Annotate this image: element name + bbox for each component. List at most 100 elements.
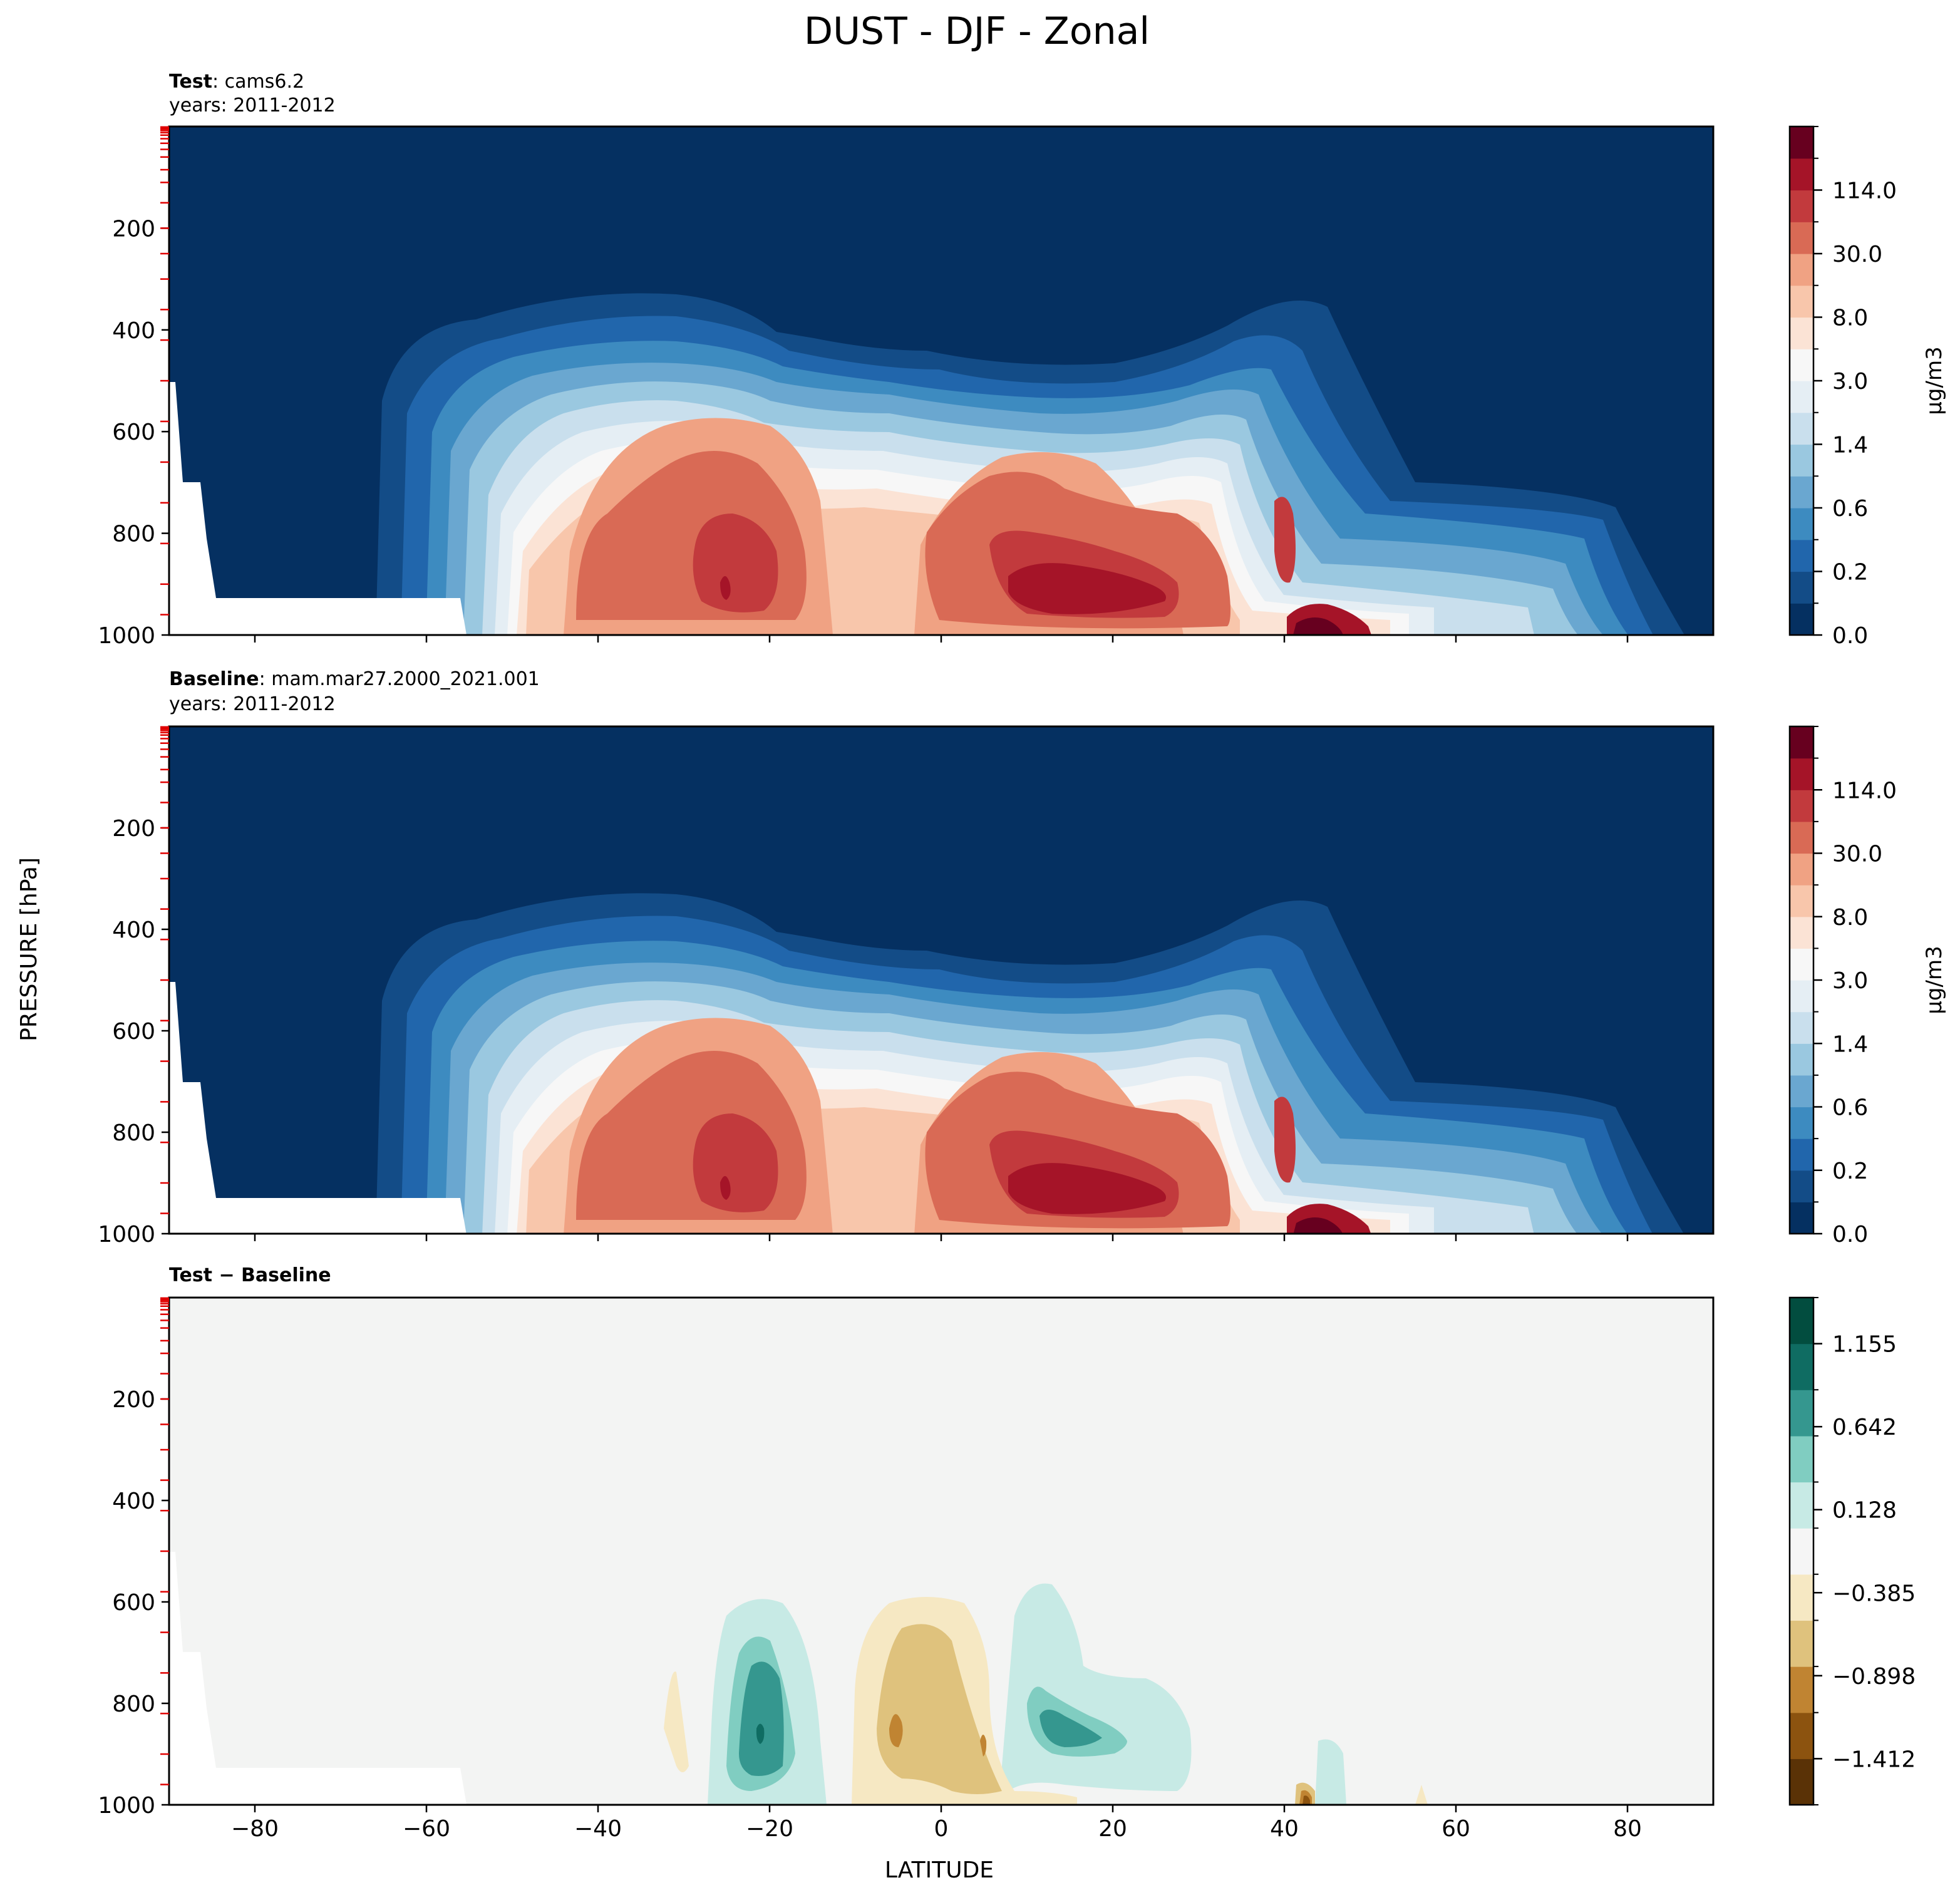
- colorbar-tick-label: 0.642: [1832, 1415, 1897, 1440]
- colorbar-tick-label: 0.0: [1832, 623, 1868, 649]
- colorbar-tick-label: 3.0: [1832, 968, 1868, 994]
- x-tick-label: 80: [1613, 1816, 1642, 1842]
- colorbar-segment: [1790, 317, 1813, 349]
- colorbar-segment: [1790, 948, 1813, 981]
- colorbar-tick-label: 0.6: [1832, 496, 1868, 522]
- diff-band-neg-2: [877, 1624, 1315, 1805]
- colorbar-segment: [1790, 916, 1813, 949]
- colorbar-segment: [1790, 476, 1813, 509]
- colorbar-tick-label: −0.385: [1832, 1581, 1916, 1606]
- colorbar-segment: [1790, 1343, 1813, 1390]
- colorbar-segment: [1790, 1390, 1813, 1437]
- colorbar-segment: [1790, 603, 1813, 636]
- y-tick-label: 200: [112, 216, 155, 242]
- x-tick-label: 60: [1442, 1816, 1470, 1842]
- x-tick-label: −20: [746, 1816, 793, 1842]
- panel-baseline-subtitle: years: 2011-2012: [169, 693, 336, 715]
- panel-test-axes: 200 400 600 800 1000: [98, 126, 1629, 649]
- topography-mask: [169, 982, 467, 1234]
- figure-title: DUST - DJF - Zonal: [804, 9, 1150, 53]
- colorbar-segment: [1790, 158, 1813, 191]
- y-tick-label: 200: [112, 1387, 155, 1413]
- panel-diff-contours: [169, 1298, 1713, 1805]
- y-tick-label: 400: [112, 917, 155, 943]
- panel-baseline-contours: [169, 726, 1713, 1234]
- shared-ylabel: PRESSURE [hPa]: [16, 857, 42, 1041]
- diff-band-pos-3: [739, 1661, 1102, 1776]
- colorbar-segment: [1790, 1170, 1813, 1202]
- colorbar-segment: [1790, 726, 1813, 759]
- x-tick-label: −40: [574, 1816, 622, 1842]
- y-tick-label: 600: [112, 420, 155, 445]
- colorbar-segment: [1790, 1138, 1813, 1171]
- panel-test-title-rest: : cams6.2: [212, 71, 304, 93]
- colorbar-segment: [1790, 381, 1813, 413]
- diff-band-pos-1: [708, 1583, 1346, 1805]
- y-tick-label: 1000: [98, 623, 155, 649]
- panel-test-title: Test: cams6.2: [169, 71, 304, 93]
- colorbar-segment: [1790, 412, 1813, 445]
- colorbar-tick-label: 3.0: [1832, 369, 1868, 395]
- colorbar-segment: [1790, 1202, 1813, 1234]
- colorbar-segment: [1790, 1043, 1813, 1076]
- x-tick-label: 40: [1270, 1816, 1299, 1842]
- y-tick-label: 800: [112, 1120, 155, 1146]
- colorbar-tick-label: 0.0: [1832, 1222, 1868, 1247]
- x-tick-label: 20: [1098, 1816, 1127, 1842]
- panel-diff-title: Test − Baseline: [169, 1264, 331, 1286]
- x-tick-label: 0: [934, 1816, 949, 1842]
- colorbar-tick-label: 1.4: [1832, 1031, 1868, 1057]
- topography-mask: [169, 382, 467, 635]
- diff-band-neg-1: [664, 1597, 1428, 1805]
- y-tick-label: 600: [112, 1590, 155, 1616]
- colorbar-segment: [1790, 1574, 1813, 1621]
- colorbar-segment: [1790, 444, 1813, 477]
- y-tick-label: 200: [112, 816, 155, 842]
- x-tick-label: −60: [403, 1816, 450, 1842]
- diff-band-neg-4: [1302, 1795, 1310, 1805]
- y-tick-label: 800: [112, 522, 155, 547]
- colorbar-segment: [1790, 539, 1813, 572]
- colorbar-segment: [1790, 758, 1813, 790]
- colorbar-segment: [1790, 508, 1813, 540]
- colorbar-tick-label: 30.0: [1832, 842, 1882, 867]
- colorbar-segment: [1790, 349, 1813, 381]
- colorbar-tick-label: 0.2: [1832, 560, 1868, 586]
- colorbar-tick-label: 0.128: [1832, 1498, 1897, 1524]
- colorbar-segment: [1790, 1620, 1813, 1667]
- panel-baseline-title-bold: Baseline: [169, 668, 259, 690]
- y-tick-label: 400: [112, 1489, 155, 1514]
- colorbar-baseline-label: μg/m3: [1922, 946, 1947, 1014]
- contour-band-114-0: [720, 563, 1371, 635]
- colorbar-segment: [1790, 1011, 1813, 1044]
- colorbar-segment: [1790, 222, 1813, 254]
- y-tick-label: 800: [112, 1691, 155, 1717]
- colorbars: 0.0 0.2 0.6 1.4 3.0 8.0 30.0 114.0 0.0 0.2 0.6 1.4 3…: [1788, 125, 1916, 1806]
- panel-diff: Test − Baseline −80 −60 −40 −20 0 20 40 60 80 200…: [98, 1264, 1715, 1842]
- colorbar-tick-label: −0.898: [1832, 1664, 1916, 1690]
- diff-band-pos-4: [756, 1723, 765, 1744]
- colorbar-test-label: μg/m3: [1922, 346, 1947, 415]
- shared-xlabel: LATITUDE: [885, 1857, 994, 1883]
- panel-diff-title-bold: Test − Baseline: [169, 1264, 331, 1286]
- colorbar-segment: [1790, 571, 1813, 604]
- panel-baseline-title: Baseline: mam.mar27.2000_2021.001: [169, 668, 540, 690]
- colorbar-segment: [1790, 1075, 1813, 1108]
- x-tick-label: −80: [231, 1816, 279, 1842]
- panel-test: Test: cams6.2 years: 2011-2012 200 400 600…: [98, 71, 1715, 649]
- colorbar-segment: [1790, 790, 1813, 822]
- colorbar-tick-label: 8.0: [1832, 306, 1868, 331]
- colorbar-segment: [1790, 254, 1813, 286]
- colorbar-tick-label: 1.155: [1832, 1332, 1897, 1358]
- colorbar-segment: [1790, 1107, 1813, 1139]
- colorbar-segment: [1790, 885, 1813, 917]
- colorbar-tick-label: 114.0: [1832, 178, 1897, 204]
- colorbar-segment: [1790, 285, 1813, 318]
- y-tick-label: 400: [112, 318, 155, 344]
- colorbar-segment: [1790, 1482, 1813, 1529]
- colorbar-segment: [1790, 821, 1813, 854]
- panel-baseline-axes: 200 400 600 800 1000: [98, 726, 1629, 1247]
- colorbar-segment: [1790, 1528, 1813, 1575]
- contour-band-max: [1293, 1217, 1343, 1234]
- contour-band-max: [1293, 617, 1343, 635]
